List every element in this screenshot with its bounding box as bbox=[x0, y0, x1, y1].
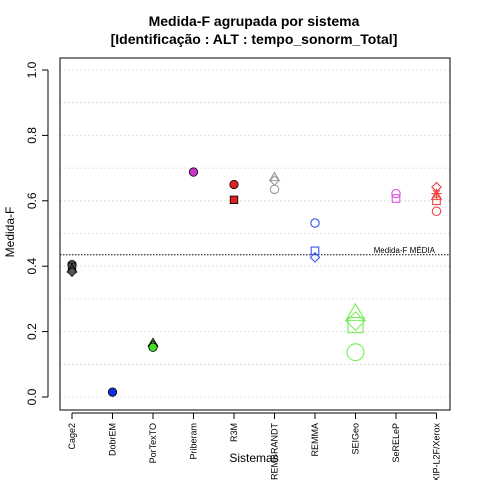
x-tick-label-remma: REMMA bbox=[310, 423, 320, 457]
y-tick-label: 0.2 bbox=[25, 323, 39, 340]
point-serelep-circle bbox=[391, 188, 401, 199]
point-remma-diamond bbox=[309, 251, 321, 263]
point-priberam-circle bbox=[188, 167, 199, 177]
y-tick-label: 0.0 bbox=[25, 388, 39, 405]
x-tick-label-portexto: PorTexTO bbox=[148, 423, 158, 463]
x-axis-label: Sistemas bbox=[229, 451, 278, 465]
point-seigeo-circle bbox=[346, 343, 365, 362]
point-xip-l2f-xerox-triangle bbox=[430, 189, 443, 200]
y-axis-label: Medida-F bbox=[3, 207, 17, 258]
chart-title: Medida-F agrupada por sistema bbox=[149, 13, 360, 29]
point-seigeo-diamond bbox=[345, 311, 366, 332]
point-rembrandt-circle bbox=[269, 184, 280, 195]
data-points bbox=[66, 167, 443, 397]
grid-lines bbox=[60, 69, 450, 398]
y-tick-label: 0.8 bbox=[25, 127, 39, 144]
point-r3m-circle bbox=[229, 179, 239, 190]
plot-frame bbox=[59, 57, 451, 411]
x-tick-label-seigeo: SEIGeo bbox=[351, 423, 361, 455]
point-rembrandt-triangle bbox=[268, 171, 281, 182]
point-xip-l2f-xerox-circle bbox=[431, 206, 442, 217]
x-tick-label-r3m: R3M bbox=[229, 423, 239, 442]
y-tick-label: 1.0 bbox=[25, 61, 39, 78]
point-cage2-diamond bbox=[66, 266, 78, 277]
chart-subtitle: [Identificação : ALT : tempo_sonorm_Tota… bbox=[111, 31, 398, 47]
point-xip-l2f-xerox-square bbox=[432, 196, 441, 206]
point-serelep-square bbox=[391, 194, 401, 203]
x-tick-label-cage2: Cage2 bbox=[67, 423, 77, 450]
x-axis: Cage2 DobrEM PorTexTO Priberam R3M REMBRANDT R… bbox=[67, 412, 442, 480]
reference-line-label: Medida-F MÉDIA bbox=[374, 246, 436, 255]
point-dobrem-circle bbox=[107, 387, 118, 397]
y-tick-label: 0.6 bbox=[25, 192, 39, 209]
point-xip-l2f-xerox-star bbox=[431, 188, 442, 199]
x-tick-label-dobrem: DobrEM bbox=[108, 423, 118, 456]
x-tick-label-serelep: SeRELeP bbox=[391, 423, 401, 463]
point-seigeo-triangle bbox=[344, 302, 367, 321]
point-r3m-square bbox=[229, 195, 239, 204]
point-portexto-circle bbox=[148, 342, 158, 352]
point-seigeo-square bbox=[347, 316, 364, 334]
x-tick-label-xip-l2f-xerox: XIP-L2F/Xerox bbox=[432, 423, 442, 480]
point-remma-square bbox=[310, 246, 320, 256]
y-axis: 0.0 0.2 0.4 0.6 0.8 1.0 bbox=[25, 61, 49, 405]
x-tick-label-priberam: Priberam bbox=[189, 423, 199, 460]
y-tick-label: 0.4 bbox=[25, 258, 39, 275]
point-remma-circle bbox=[310, 218, 320, 228]
x-tick-label-rembrandt: REMBRANDT bbox=[270, 423, 280, 480]
